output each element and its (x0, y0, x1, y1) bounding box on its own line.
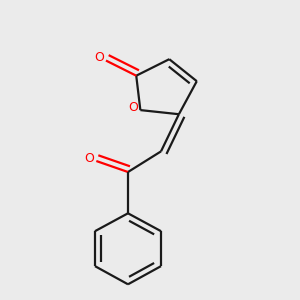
Text: O: O (129, 101, 138, 114)
Text: O: O (94, 51, 104, 64)
Text: O: O (85, 152, 94, 165)
